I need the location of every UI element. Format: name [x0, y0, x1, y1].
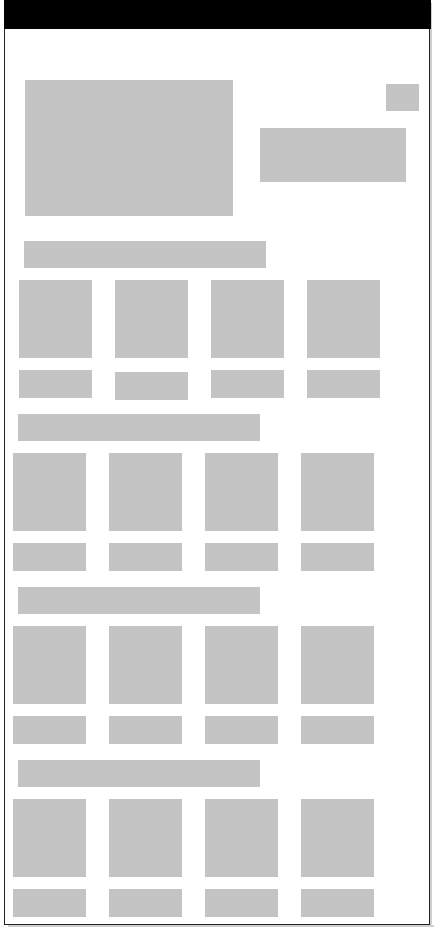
card-thumbnail[interactable] — [109, 453, 182, 531]
card-thumbnail[interactable] — [13, 453, 86, 531]
card-thumbnail[interactable] — [13, 626, 86, 704]
section-title — [18, 587, 260, 614]
card-thumbnail[interactable] — [13, 799, 86, 877]
card-label[interactable] — [109, 543, 182, 571]
card-label[interactable] — [205, 543, 278, 571]
frame-shadow-bottom — [8, 925, 434, 927]
section-title — [18, 414, 260, 441]
card-thumbnail[interactable] — [109, 799, 182, 877]
card-thumbnail[interactable] — [301, 453, 374, 531]
section-title — [18, 760, 260, 787]
status-bar — [4, 0, 431, 29]
card-label[interactable] — [301, 543, 374, 571]
card-label[interactable] — [13, 716, 86, 744]
info-box-placeholder — [260, 128, 406, 182]
card-label[interactable] — [19, 370, 92, 398]
card-label[interactable] — [301, 716, 374, 744]
card-thumbnail[interactable] — [307, 280, 380, 358]
card-label[interactable] — [115, 372, 188, 400]
hero-image-placeholder[interactable] — [25, 80, 233, 216]
card-label[interactable] — [13, 543, 86, 571]
card-label[interactable] — [307, 370, 380, 398]
card-label[interactable] — [109, 716, 182, 744]
card-label[interactable] — [211, 370, 284, 398]
card-thumbnail[interactable] — [205, 626, 278, 704]
card-label[interactable] — [205, 716, 278, 744]
card-thumbnail[interactable] — [115, 280, 188, 358]
card-thumbnail[interactable] — [211, 280, 284, 358]
card-thumbnail[interactable] — [19, 280, 92, 358]
card-thumbnail[interactable] — [109, 626, 182, 704]
card-thumbnail[interactable] — [205, 453, 278, 531]
section-title — [24, 241, 266, 268]
frame-shadow-right — [430, 3, 432, 927]
card-thumbnail[interactable] — [205, 799, 278, 877]
card-thumbnail[interactable] — [301, 799, 374, 877]
card-label[interactable] — [109, 889, 182, 917]
corner-button-placeholder[interactable] — [386, 84, 419, 111]
card-label[interactable] — [205, 889, 278, 917]
card-label[interactable] — [301, 889, 374, 917]
card-label[interactable] — [13, 889, 86, 917]
card-thumbnail[interactable] — [301, 626, 374, 704]
